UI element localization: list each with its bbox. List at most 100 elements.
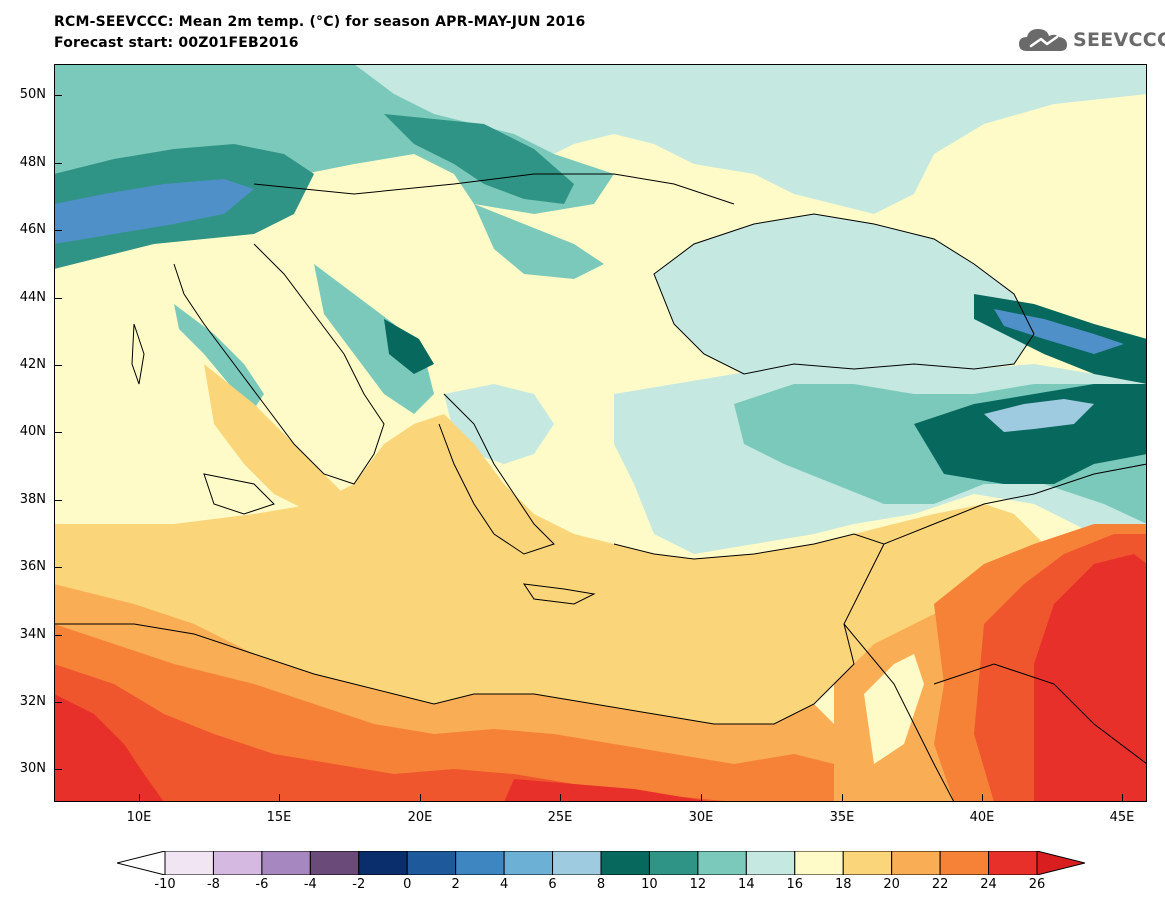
colorbar-label: -6 [255, 877, 269, 892]
libya-red [504, 779, 714, 802]
cloud-icon [1019, 29, 1067, 51]
lon-tick [982, 794, 983, 802]
colorbar-segment [697, 851, 747, 875]
lat-tick [54, 365, 62, 366]
lat-tick [54, 298, 62, 299]
lon-tick [842, 794, 843, 802]
balkan-teal [314, 264, 434, 414]
lat-label-30n: 30N [19, 761, 46, 776]
apennine-teal [174, 304, 264, 409]
colorbar-label: 24 [980, 877, 997, 892]
italy-west-warm [204, 364, 354, 514]
map-title: RCM-SEEVCCC: Mean 2m temp. (°C) for seas… [54, 14, 586, 30]
colorbar-label: -2 [352, 877, 366, 892]
colorbar-label: 0 [403, 877, 412, 892]
lon-tick [560, 794, 561, 802]
temperature-colorbar [117, 851, 1085, 875]
colorbar-label: 8 [596, 877, 606, 892]
lat-label-40n: 40N [19, 424, 46, 439]
lat-label-32n: 32N [19, 694, 46, 709]
colorbar-segment [358, 851, 408, 875]
lon-label-15e: 15E [266, 810, 292, 825]
lon-label-10e: 10E [126, 810, 152, 825]
black-sea-pale-teal [654, 214, 1034, 374]
colorbar-segment [212, 851, 263, 875]
lat-tick [54, 95, 62, 96]
colorbar-segment [794, 851, 844, 875]
lat-label-46n: 46N [19, 222, 46, 237]
logo-text: SEEVCCC [1073, 29, 1165, 51]
colorbar-label: 4 [499, 877, 509, 892]
colorbar-max-arrow [1036, 851, 1085, 875]
colorbar-segment [261, 851, 311, 875]
colorbar-label: -4 [303, 877, 317, 892]
lon-label-20e: 20E [407, 810, 433, 825]
forecast-start-label: Forecast start: 00Z01FEB2016 [54, 35, 299, 51]
colorbar-label: 22 [931, 877, 949, 892]
colorbar-segment [600, 851, 650, 875]
colorbar-label: 26 [1028, 877, 1046, 892]
levant-pale-yellow [864, 654, 924, 764]
north-africa-red [54, 694, 164, 802]
colorbar-label: 16 [786, 877, 804, 892]
colorbar-segment [164, 851, 214, 875]
colorbar-min-arrow [117, 851, 166, 875]
lon-label-35e: 35E [829, 810, 855, 825]
middle-east-red [1034, 554, 1147, 802]
mediterranean-sea [54, 414, 1054, 724]
lon-tick [139, 794, 140, 802]
carpathian-teal [384, 114, 574, 204]
lon-label-25e: 25E [547, 810, 573, 825]
temperature-map [54, 64, 1147, 802]
colorbar-segment [455, 851, 505, 875]
caucasus-blue [984, 399, 1094, 432]
colorbar-segment [939, 851, 990, 875]
lat-label-38n: 38N [19, 492, 46, 507]
lat-tick [54, 769, 62, 770]
seevccc-logo: SEEVCCC [1017, 25, 1165, 55]
montenegro-dark [384, 319, 434, 374]
colorbar-label: 10 [641, 877, 658, 892]
colorbar-segment [406, 851, 457, 875]
lat-tick [54, 635, 62, 636]
lat-label-48n: 48N [19, 155, 46, 170]
lon-label-40e: 40E [969, 810, 995, 825]
lon-tick [1122, 794, 1123, 802]
lat-tick [54, 702, 62, 703]
lat-label-34n: 34N [19, 627, 46, 642]
alps-blue [54, 179, 254, 244]
lat-tick [54, 432, 62, 433]
colorbar-segment [309, 851, 360, 875]
greater-caucasus-blue [994, 309, 1124, 354]
lat-tick [54, 230, 62, 231]
colorbar-segment [745, 851, 796, 875]
colorbar-label: 6 [548, 877, 557, 892]
lat-tick [54, 567, 62, 568]
colorbar-segment [891, 851, 941, 875]
colorbar-segment [503, 851, 554, 875]
colorbar-label: 12 [689, 877, 707, 892]
map-canvas [54, 64, 1147, 802]
colorbar-segment [842, 851, 893, 875]
colorbar-label: 14 [738, 877, 755, 892]
lat-tick [54, 500, 62, 501]
colorbar-label: -8 [206, 877, 220, 892]
lat-label-36n: 36N [19, 559, 46, 574]
colorbar-segment [552, 851, 602, 875]
colorbar-label: -10 [154, 877, 176, 892]
lat-label-50n: 50N [19, 87, 46, 102]
lat-tick [54, 163, 62, 164]
lat-label-44n: 44N [19, 290, 46, 305]
lon-tick [420, 794, 421, 802]
colorbar-label: 2 [451, 877, 460, 892]
lon-tick [279, 794, 280, 802]
north-africa-red-orange [54, 664, 734, 802]
colorbar-label: 18 [834, 877, 852, 892]
colorbar-segment [648, 851, 699, 875]
colorbar-segment [988, 851, 1038, 875]
lon-tick [701, 794, 702, 802]
coastlines [54, 173, 1147, 802]
lat-label-42n: 42N [19, 357, 46, 372]
lon-label-45e: 45E [1109, 810, 1135, 825]
colorbar-label: 20 [883, 877, 900, 892]
